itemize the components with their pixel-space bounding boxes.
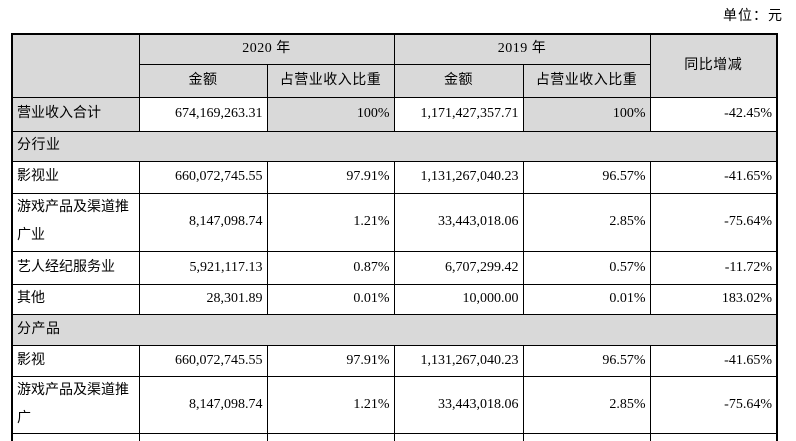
- amount-2019: 10,000.00: [393, 283, 524, 315]
- header-yoy: 同比增减: [649, 33, 778, 98]
- share-2019: 96.57%: [522, 160, 651, 194]
- share-2019: 2.85%: [522, 375, 651, 434]
- row-label: 艺人经纪服务业: [11, 250, 140, 285]
- amount-2020: 660,072,745.55: [138, 160, 268, 194]
- table-row-total-revenue: 营业收入合计 674,169,263.31 100% 1,171,427,357…: [11, 96, 778, 132]
- section-label: 分行业: [11, 130, 778, 162]
- row-label: 影视业: [11, 160, 140, 194]
- share-2020: 97.91%: [266, 160, 395, 194]
- table-row-film-industry: 影视业 660,072,745.55 97.91% 1,131,267,040.…: [11, 160, 778, 194]
- row-label: [11, 432, 140, 441]
- section-row-by-industry: 分行业: [11, 130, 778, 162]
- row-label: 游戏产品及渠道推广业: [11, 192, 140, 252]
- header-amount-2020: 金额: [138, 63, 268, 98]
- header-amount-2019: 金额: [393, 63, 524, 98]
- yoy-change: -42.45%: [649, 96, 778, 132]
- yoy-change: -11.72%: [649, 250, 778, 285]
- yoy-change: 183.02%: [649, 283, 778, 315]
- yoy-change: -75.64%: [649, 192, 778, 252]
- header-share-2020: 占营业收入比重: [266, 63, 395, 98]
- header-row-measures: 金额 占营业收入比重 金额 占营业收入比重: [12, 63, 777, 98]
- yoy-change: -41.65%: [649, 160, 778, 194]
- header-year-2019: 2019 年: [393, 33, 651, 65]
- row-label: 影视: [11, 344, 140, 377]
- amount-2019: 1,131,267,040.23: [393, 160, 524, 194]
- share-2019: 0.57%: [522, 250, 651, 285]
- amount-2020: 5,921,117.13: [138, 250, 268, 285]
- amount-2020: 28,301.89: [138, 283, 268, 315]
- row-label: 营业收入合计: [11, 96, 140, 132]
- share-2020: [266, 432, 395, 441]
- share-2020: 100%: [266, 96, 395, 132]
- table-row-artist-agency: 艺人经纪服务业 5,921,117.13 0.87% 6,707,299.42 …: [11, 250, 778, 285]
- header-share-2019: 占营业收入比重: [522, 63, 651, 98]
- row-label: 其他: [11, 283, 140, 315]
- share-2020: 97.91%: [266, 344, 395, 377]
- amount-2020: 8,147,098.74: [138, 192, 268, 252]
- table-row-cutoff: [11, 432, 778, 441]
- header-row-years: 2020 年 2019 年 同比增减: [11, 33, 778, 98]
- amount-2019: [393, 432, 524, 441]
- amount-2020: 660,072,745.55: [138, 344, 268, 377]
- amount-2019: 33,443,018.06: [393, 375, 524, 434]
- yoy-change: -75.64%: [649, 375, 778, 434]
- unit-label: 单位：元: [723, 9, 783, 24]
- amount-2020: 8,147,098.74: [138, 375, 268, 434]
- table-row-game-industry: 游戏产品及渠道推广业 8,147,098.74 1.21% 33,443,018…: [11, 192, 778, 252]
- table-row-film-product: 影视 660,072,745.55 97.91% 1,131,267,040.2…: [11, 344, 778, 377]
- yoy-change: -41.65%: [649, 344, 778, 377]
- row-label: 游戏产品及渠道推广: [11, 375, 140, 434]
- share-2019: 100%: [522, 96, 651, 132]
- share-2019: [522, 432, 651, 441]
- share-2019: 2.85%: [522, 192, 651, 252]
- section-label: 分产品: [11, 313, 778, 346]
- share-2020: 0.87%: [266, 250, 395, 285]
- share-2019: 96.57%: [522, 344, 651, 377]
- amount-2019: 1,171,427,357.71: [393, 96, 524, 132]
- revenue-table: 2020 年 2019 年 同比增减 金额 占营业收入比重 金额 占营业收入比重…: [11, 33, 778, 441]
- share-2020: 1.21%: [266, 192, 395, 252]
- table-row-game-product: 游戏产品及渠道推广 8,147,098.74 1.21% 33,443,018.…: [11, 375, 778, 434]
- yoy-change: [649, 432, 778, 441]
- amount-2019: 1,131,267,040.23: [393, 344, 524, 377]
- revenue-table-wrap: 2020 年 2019 年 同比增减 金额 占营业收入比重 金额 占营业收入比重…: [11, 33, 778, 441]
- amount-2020: [138, 432, 268, 441]
- amount-2019: 6,707,299.42: [393, 250, 524, 285]
- section-row-by-product: 分产品: [11, 313, 778, 346]
- table-row-other: 其他 28,301.89 0.01% 10,000.00 0.01% 183.0…: [11, 283, 778, 315]
- share-2020: 0.01%: [266, 283, 395, 315]
- share-2019: 0.01%: [522, 283, 651, 315]
- amount-2019: 33,443,018.06: [393, 192, 524, 252]
- share-2020: 1.21%: [266, 375, 395, 434]
- header-year-2020: 2020 年: [138, 33, 395, 65]
- amount-2020: 674,169,263.31: [138, 96, 268, 132]
- header-cell-blank: [11, 33, 140, 98]
